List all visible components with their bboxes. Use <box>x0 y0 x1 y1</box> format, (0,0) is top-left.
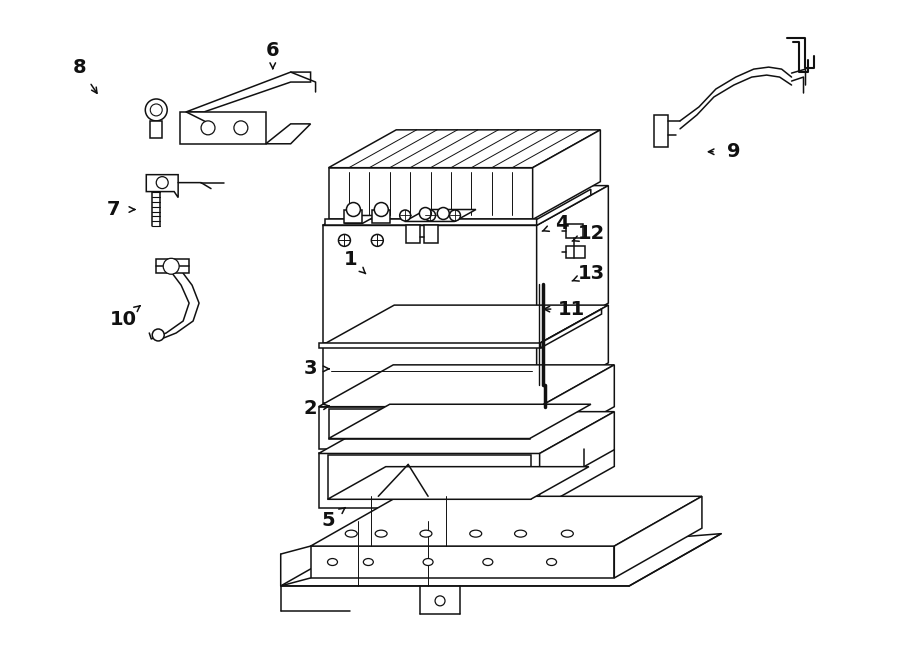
Circle shape <box>435 596 445 606</box>
Polygon shape <box>157 259 189 273</box>
Polygon shape <box>540 412 615 508</box>
Polygon shape <box>328 130 600 168</box>
Polygon shape <box>328 408 530 438</box>
Polygon shape <box>540 365 615 449</box>
Polygon shape <box>541 309 601 348</box>
Circle shape <box>400 210 410 221</box>
Circle shape <box>145 99 167 121</box>
Ellipse shape <box>515 530 526 537</box>
Polygon shape <box>536 189 590 225</box>
Polygon shape <box>328 405 591 438</box>
Ellipse shape <box>562 530 573 537</box>
Ellipse shape <box>470 530 482 537</box>
Text: 1: 1 <box>344 250 357 269</box>
Circle shape <box>163 258 179 274</box>
Polygon shape <box>615 496 702 578</box>
Polygon shape <box>533 130 600 219</box>
Circle shape <box>152 329 164 341</box>
Circle shape <box>234 121 248 135</box>
Polygon shape <box>310 496 702 546</box>
Polygon shape <box>319 412 615 453</box>
Polygon shape <box>322 186 608 225</box>
Circle shape <box>346 202 360 217</box>
Text: 13: 13 <box>578 264 605 283</box>
Polygon shape <box>424 225 438 243</box>
Polygon shape <box>345 210 363 223</box>
Polygon shape <box>266 124 310 144</box>
Polygon shape <box>319 407 540 449</box>
Polygon shape <box>147 175 178 198</box>
Ellipse shape <box>483 559 493 566</box>
Ellipse shape <box>346 530 357 537</box>
Polygon shape <box>406 225 420 243</box>
Text: 7: 7 <box>107 200 121 219</box>
Circle shape <box>201 121 215 135</box>
Circle shape <box>374 202 388 217</box>
Polygon shape <box>565 247 585 258</box>
Circle shape <box>338 235 350 247</box>
Polygon shape <box>405 210 476 221</box>
Polygon shape <box>180 112 266 144</box>
Text: 6: 6 <box>266 41 280 59</box>
Polygon shape <box>373 210 391 223</box>
Polygon shape <box>186 72 310 112</box>
Polygon shape <box>654 115 668 147</box>
Polygon shape <box>328 168 533 219</box>
Text: 11: 11 <box>558 299 585 319</box>
Polygon shape <box>322 305 608 345</box>
Circle shape <box>437 208 449 219</box>
Polygon shape <box>328 467 589 499</box>
Polygon shape <box>150 121 162 137</box>
Text: 9: 9 <box>727 142 741 161</box>
Text: 2: 2 <box>304 399 318 418</box>
Polygon shape <box>345 215 377 223</box>
Circle shape <box>372 235 383 247</box>
Polygon shape <box>281 533 721 586</box>
Polygon shape <box>325 219 536 225</box>
Ellipse shape <box>423 559 433 566</box>
Text: 4: 4 <box>554 214 568 233</box>
Text: 8: 8 <box>73 58 86 77</box>
Polygon shape <box>319 453 540 508</box>
Circle shape <box>449 210 461 221</box>
Ellipse shape <box>420 530 432 537</box>
Polygon shape <box>536 186 608 343</box>
Text: 5: 5 <box>321 511 336 529</box>
Polygon shape <box>328 455 531 499</box>
Polygon shape <box>319 343 541 348</box>
Ellipse shape <box>328 559 338 566</box>
Polygon shape <box>322 345 536 403</box>
Polygon shape <box>565 225 583 239</box>
Circle shape <box>425 210 436 221</box>
Ellipse shape <box>375 530 387 537</box>
Polygon shape <box>310 546 615 578</box>
Polygon shape <box>322 225 536 343</box>
Circle shape <box>419 208 431 219</box>
Text: 10: 10 <box>110 309 137 329</box>
Ellipse shape <box>364 559 374 566</box>
Circle shape <box>150 104 162 116</box>
Polygon shape <box>536 305 608 403</box>
Polygon shape <box>319 365 615 407</box>
Ellipse shape <box>546 559 556 566</box>
Text: 3: 3 <box>304 360 318 378</box>
Text: 12: 12 <box>578 224 605 243</box>
Circle shape <box>157 176 168 188</box>
